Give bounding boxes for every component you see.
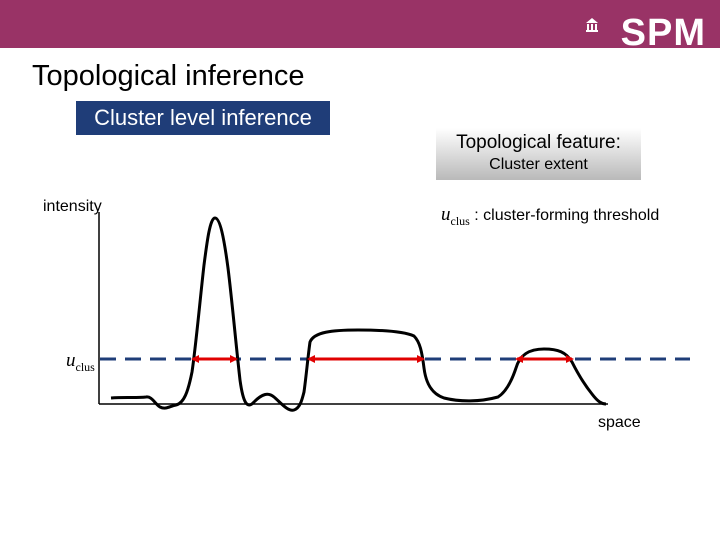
y-axis-label: intensity [43,198,102,215]
building-icon [586,18,598,32]
section-subtitle: Cluster level inference [76,101,330,135]
feature-value: Cluster extent [489,156,588,173]
signal-curve [110,216,607,412]
threshold-symbol: uclus [441,204,470,228]
threshold-note: uclus : cluster-forming threshold [441,204,659,229]
feature-title: Topological feature: [456,132,621,153]
x-axis-label: space [598,414,641,431]
spm-logo: SPM [620,12,706,54]
threshold-label: uclus [66,350,95,374]
feature-box: Topological feature: Cluster extent [436,128,641,180]
threshold-description: : cluster-forming threshold [469,207,660,224]
header-bar [0,0,720,48]
page-title: Topological inference [32,60,305,92]
